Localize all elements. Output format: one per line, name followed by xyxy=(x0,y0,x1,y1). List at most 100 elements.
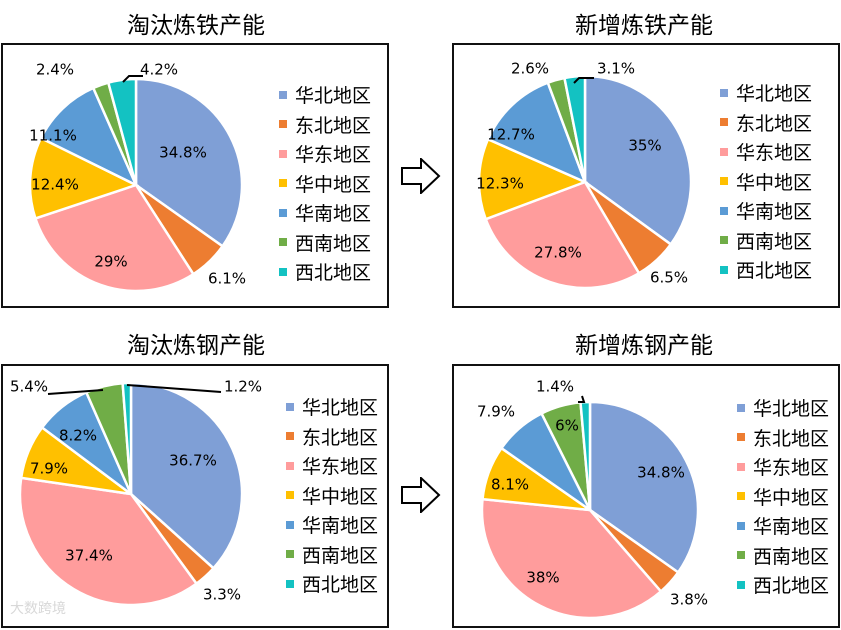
legend-label: 西北地区 xyxy=(736,260,813,283)
data-label: 34.8% xyxy=(159,144,207,162)
legend-swatch xyxy=(720,88,728,97)
legend-label: 西南地区 xyxy=(295,232,372,255)
legend-item: 华中地区 xyxy=(720,167,812,197)
legend-item: 华中地区 xyxy=(737,482,829,512)
data-label: 38% xyxy=(526,569,559,587)
legend-label: 华北地区 xyxy=(736,83,813,106)
pie-chart-3: 36.7% 3.3% 37.4% 7.9% 8.2% 5.4% 1.2% xyxy=(10,378,262,607)
legend-swatch xyxy=(279,208,287,217)
legend-label: 华北地区 xyxy=(753,398,830,421)
legend-label: 华北地区 xyxy=(295,85,372,108)
legend-swatch xyxy=(286,520,294,529)
legend-item: 华南地区 xyxy=(720,196,812,226)
legend-swatch xyxy=(279,238,287,247)
right-arrow-icon xyxy=(401,158,441,194)
chart-title-3: 淘汰炼钢产能 xyxy=(127,333,265,359)
pie-slice-1 xyxy=(134,77,244,248)
chart-title-2: 新增炼铁产能 xyxy=(575,13,713,39)
legend-swatch xyxy=(720,118,728,127)
legend-item: 华南地区 xyxy=(737,511,829,541)
pie-slice-1 xyxy=(588,400,700,575)
pie-slice-7 xyxy=(563,74,587,183)
legend-2: 华北地区 东北地区华东地区华中地区 华南地区 西南地区西北地区 xyxy=(720,78,812,285)
pie-chart-4: 34.8% 3.8% 38% 8.1% 7.9% 6% 1.4% xyxy=(477,378,708,620)
legend-item: 华东地区 xyxy=(720,137,812,167)
legend-label: 华南地区 xyxy=(753,516,830,539)
leader-line xyxy=(126,384,222,393)
legend-item: 东北地区 xyxy=(279,110,371,140)
legend-swatch xyxy=(737,551,745,560)
chart-panel-2: 35% 6.5% 27.8% 12.3% 12.7% 2.6% 3.1% 华北地区 东北地区华… xyxy=(452,43,840,308)
pie-slice-3 xyxy=(484,180,641,290)
legend-item: 西南地区 xyxy=(279,228,371,258)
legend-swatch xyxy=(286,579,294,588)
pie-chart-1: 34.8% 6.1% 29% 12.4% 11.1% 2.4% 4.2% xyxy=(28,61,246,293)
legend-swatch xyxy=(286,461,294,470)
legend-item: 华南地区 xyxy=(286,510,378,540)
data-label: 34.8% xyxy=(637,464,685,482)
data-label: 12.7% xyxy=(487,126,535,144)
legend-item: 华北地区 xyxy=(720,78,812,108)
legend-item: 西北地区 xyxy=(279,257,371,287)
legend-item: 西南地区 xyxy=(737,541,829,571)
data-label: 36.7% xyxy=(169,452,217,470)
legend-swatch xyxy=(720,236,728,245)
legend-label: 华中地区 xyxy=(295,173,372,196)
legend-swatch xyxy=(737,521,745,530)
data-label: 6% xyxy=(555,417,579,435)
legend-label: 华南地区 xyxy=(302,515,379,538)
pie-slice-7 xyxy=(121,381,133,495)
legend-label: 华中地区 xyxy=(753,486,830,509)
legend-item: 华北地区 xyxy=(737,393,829,423)
legend-label: 东北地区 xyxy=(753,427,830,450)
data-label: 2.6% xyxy=(511,60,549,78)
legend-swatch xyxy=(737,492,745,501)
data-label: 1.4% xyxy=(536,378,574,396)
legend-item: 华东地区 xyxy=(737,452,829,482)
data-label: 3.8% xyxy=(670,591,708,609)
pie-slice-4 xyxy=(28,136,140,220)
pie-chart-2: 35% 6.5% 27.8% 12.3% 12.7% 2.6% 3.1% xyxy=(476,60,693,290)
legend-3: 华北地区 东北地区 华东地区 华中地区 华南地区 西南地区 西北地区 xyxy=(286,392,378,599)
legend-label: 西北地区 xyxy=(302,574,379,597)
legend-swatch xyxy=(279,267,287,276)
pie-slice-1 xyxy=(583,74,693,247)
data-label: 37.4% xyxy=(65,547,113,565)
legend-item: 西北地区 xyxy=(737,570,829,600)
legend-label: 华北地区 xyxy=(302,397,379,420)
data-label: 29% xyxy=(94,253,127,271)
data-label: 12.3% xyxy=(476,175,524,193)
legend-item: 东北地区 xyxy=(720,108,812,138)
legend-label: 华中地区 xyxy=(736,171,813,194)
legend-swatch xyxy=(279,179,287,188)
legend-item: 西南地区 xyxy=(720,226,812,256)
data-label: 3.1% xyxy=(597,60,635,78)
legend-item: 东北地区 xyxy=(286,422,378,452)
data-label: 7.9% xyxy=(477,403,515,421)
legend-4: 华北地区东北地区华东地区华中地区华南地区 西南地区西北地区 xyxy=(737,393,829,600)
legend-swatch xyxy=(737,580,745,589)
legend-1: 华北地区 东北地区 华东地区 华中地区 华南地区 西南地区 西北地区 xyxy=(279,80,371,287)
legend-label: 华东地区 xyxy=(736,142,813,165)
legend-item: 东北地区 xyxy=(737,423,829,453)
legend-item: 华中地区 xyxy=(279,169,371,199)
watermark: 大数跨境 xyxy=(10,601,66,617)
legend-label: 华东地区 xyxy=(753,457,830,480)
data-label: 2.4% xyxy=(36,61,74,79)
data-label: 1.2% xyxy=(224,378,262,396)
legend-item: 华东地区 xyxy=(286,451,378,481)
legend-label: 华东地区 xyxy=(302,456,379,479)
legend-item: 华东地区 xyxy=(279,139,371,169)
legend-swatch xyxy=(279,90,287,99)
data-label: 27.8% xyxy=(534,244,582,262)
legend-swatch xyxy=(279,120,287,129)
legend-swatch xyxy=(279,149,287,158)
legend-item: 西南地区 xyxy=(286,540,378,570)
legend-swatch xyxy=(737,433,745,442)
legend-swatch xyxy=(737,403,745,412)
legend-swatch xyxy=(737,462,745,471)
data-label: 3.3% xyxy=(203,586,241,604)
legend-item: 西北地区 xyxy=(286,569,378,599)
legend-swatch xyxy=(720,265,728,274)
legend-label: 西北地区 xyxy=(753,575,830,598)
